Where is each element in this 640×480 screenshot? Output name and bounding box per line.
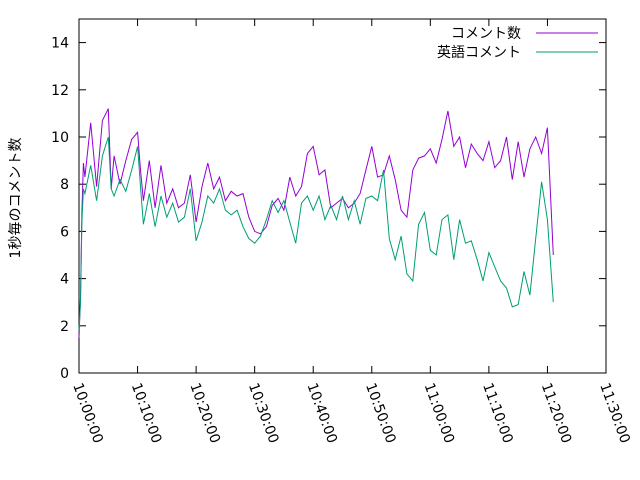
y-tick-label: 14	[51, 36, 69, 52]
series-lines	[78, 108, 554, 338]
x-tick-label: 10:00:00	[69, 381, 106, 446]
x-tick-label: 11:10:00	[479, 381, 516, 446]
y-tick-label: 12	[51, 83, 69, 99]
series-line-2	[78, 136, 554, 331]
x-tick-label: 10:30:00	[245, 381, 282, 446]
legend-label: コメント数	[451, 26, 521, 42]
series-line-1	[78, 108, 554, 338]
y-tick-label: 8	[60, 177, 69, 193]
legend-label: 英語コメント	[437, 44, 521, 61]
y-tick-label: 0	[60, 366, 69, 382]
y-tick-label: 4	[60, 272, 69, 288]
x-tick-label: 10:50:00	[362, 381, 399, 446]
x-tick-label: 10:40:00	[303, 381, 340, 446]
x-tick-label: 11:00:00	[421, 381, 458, 446]
plot-frame	[78, 18, 607, 374]
y-tick-label: 2	[60, 319, 69, 335]
x-tick-label: 10:20:00	[186, 381, 223, 446]
y-tick-label: 6	[60, 224, 69, 240]
y-tick-label: 10	[51, 130, 69, 146]
y-axis: 0 2 4 6 8 10 12 14	[51, 36, 606, 382]
y-axis-label: 1秒毎のコメント数	[8, 138, 24, 259]
plot-border	[78, 18, 607, 374]
x-tick-label: 10:10:00	[128, 381, 165, 446]
x-tick-label: 11:20:00	[538, 381, 575, 446]
x-tick-label: 11:30:00	[596, 381, 633, 446]
